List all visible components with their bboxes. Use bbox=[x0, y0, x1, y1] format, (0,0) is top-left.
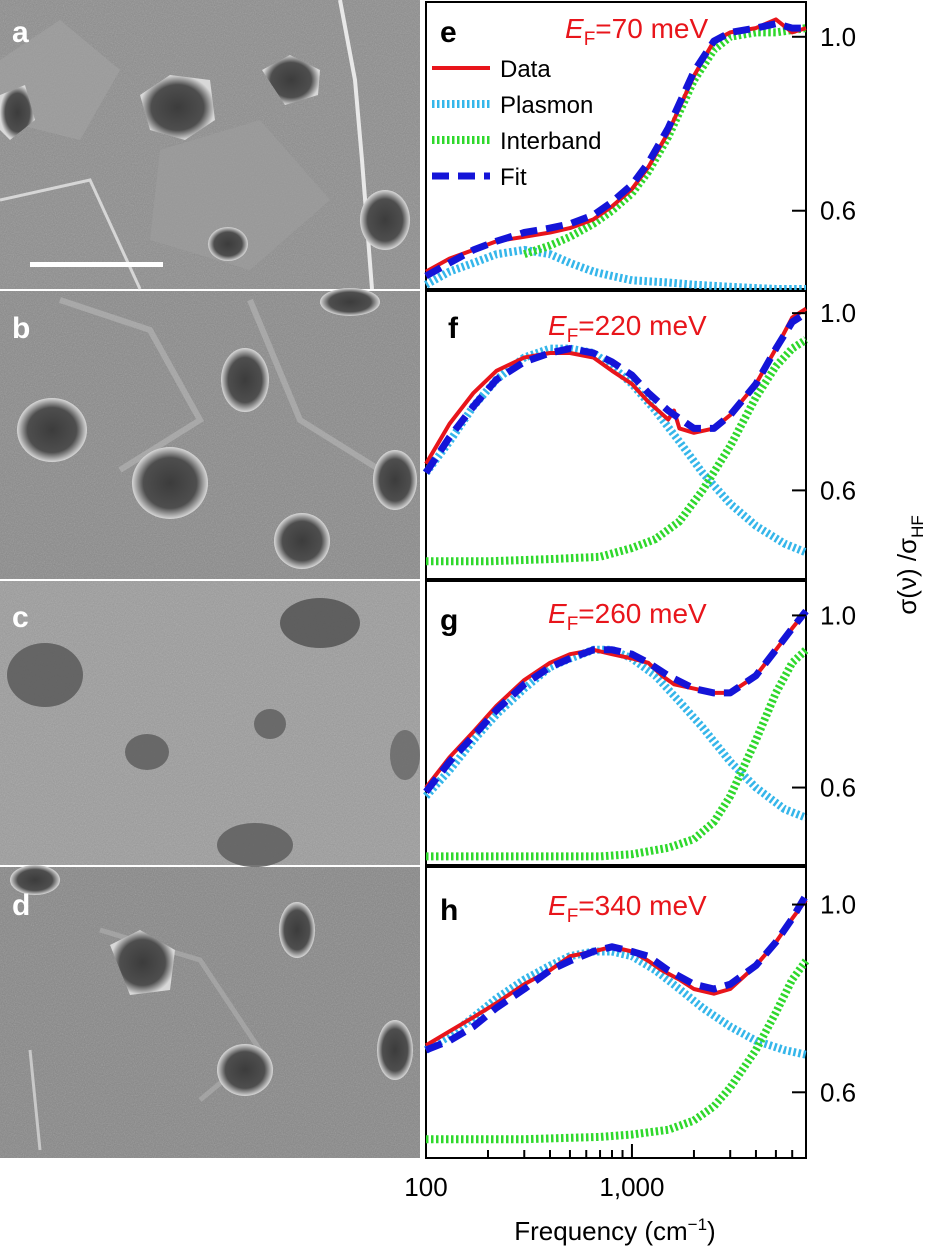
plot-frame bbox=[425, 866, 807, 1159]
sem-panel-b: b bbox=[0, 288, 420, 579]
series-line-fit bbox=[423, 310, 808, 475]
y-tick-label: 1.0 bbox=[820, 890, 856, 920]
chart-panel-h: 0.6 1.0 100 1,000 h EF=340 meV bbox=[404, 866, 856, 1202]
series-line-interband bbox=[426, 646, 809, 861]
x-axis-title: Frequency (cm−1) bbox=[514, 1215, 715, 1246]
series-line-fit bbox=[424, 893, 810, 1054]
sem-panel-c: c bbox=[0, 581, 420, 867]
fermi-energy-label: EF=260 meV bbox=[548, 598, 707, 635]
legend-label-plasmon: Plasmon bbox=[500, 92, 593, 119]
panel-label-b: b bbox=[12, 312, 30, 345]
series-line-interband bbox=[426, 958, 810, 1144]
chart-panel-e: 0.6 1.0 e EF=70 meV Data Plasmon Interban… bbox=[424, 1, 856, 293]
fermi-energy-label: EF=340 meV bbox=[548, 890, 707, 927]
fermi-energy-label: EF=70 meV bbox=[565, 13, 708, 50]
sem-panel-a: a bbox=[0, 0, 420, 290]
sem-panel-d: d bbox=[0, 865, 420, 1158]
plot-frame bbox=[425, 290, 807, 580]
x-tick-label: 1,000 bbox=[599, 1172, 664, 1202]
y-tick-label: 0.6 bbox=[820, 196, 856, 226]
legend-label-fit: Fit bbox=[500, 164, 527, 191]
y-tick-label: 1.0 bbox=[820, 298, 856, 328]
panel-label-c: c bbox=[12, 601, 29, 634]
panel-label-h: h bbox=[440, 894, 458, 927]
series-line-fit bbox=[423, 608, 809, 794]
fermi-energy-label: EF=220 meV bbox=[548, 310, 707, 347]
panel-label-g: g bbox=[440, 604, 458, 637]
series-line-interband bbox=[426, 336, 809, 566]
chart-panel-g: 0.6 1.0 g EF=260 meV bbox=[423, 580, 856, 866]
legend-label-interband: Interband bbox=[500, 128, 601, 155]
y-tick-label: 1.0 bbox=[820, 600, 856, 630]
y-tick-label: 0.6 bbox=[820, 1077, 856, 1107]
series-line-plasmon bbox=[423, 947, 807, 1059]
plot-frame bbox=[425, 1, 807, 290]
x-tick-label: 100 bbox=[404, 1172, 447, 1202]
scale-bar bbox=[30, 262, 163, 267]
series-line-plasmon bbox=[424, 245, 806, 293]
y-tick-label: 1.0 bbox=[820, 22, 856, 52]
series-line-fit bbox=[424, 20, 806, 280]
series-line-data bbox=[424, 307, 808, 465]
y-axis-title: σ(ν) /σHF bbox=[892, 515, 926, 615]
series-line-interband bbox=[523, 24, 807, 258]
panel-label-e: e bbox=[440, 16, 457, 49]
y-tick-label: 0.6 bbox=[820, 475, 856, 505]
chart-panel-f: 0.6 1.0 f EF=220 meV bbox=[422, 290, 856, 580]
panel-label-f: f bbox=[448, 312, 459, 345]
y-tick-label: 0.6 bbox=[820, 773, 856, 803]
legend-label-data: Data bbox=[500, 56, 551, 83]
panel-label-a: a bbox=[12, 16, 29, 49]
legend: Data Plasmon Interband Fit bbox=[432, 56, 601, 191]
panel-label-d: d bbox=[12, 889, 30, 922]
